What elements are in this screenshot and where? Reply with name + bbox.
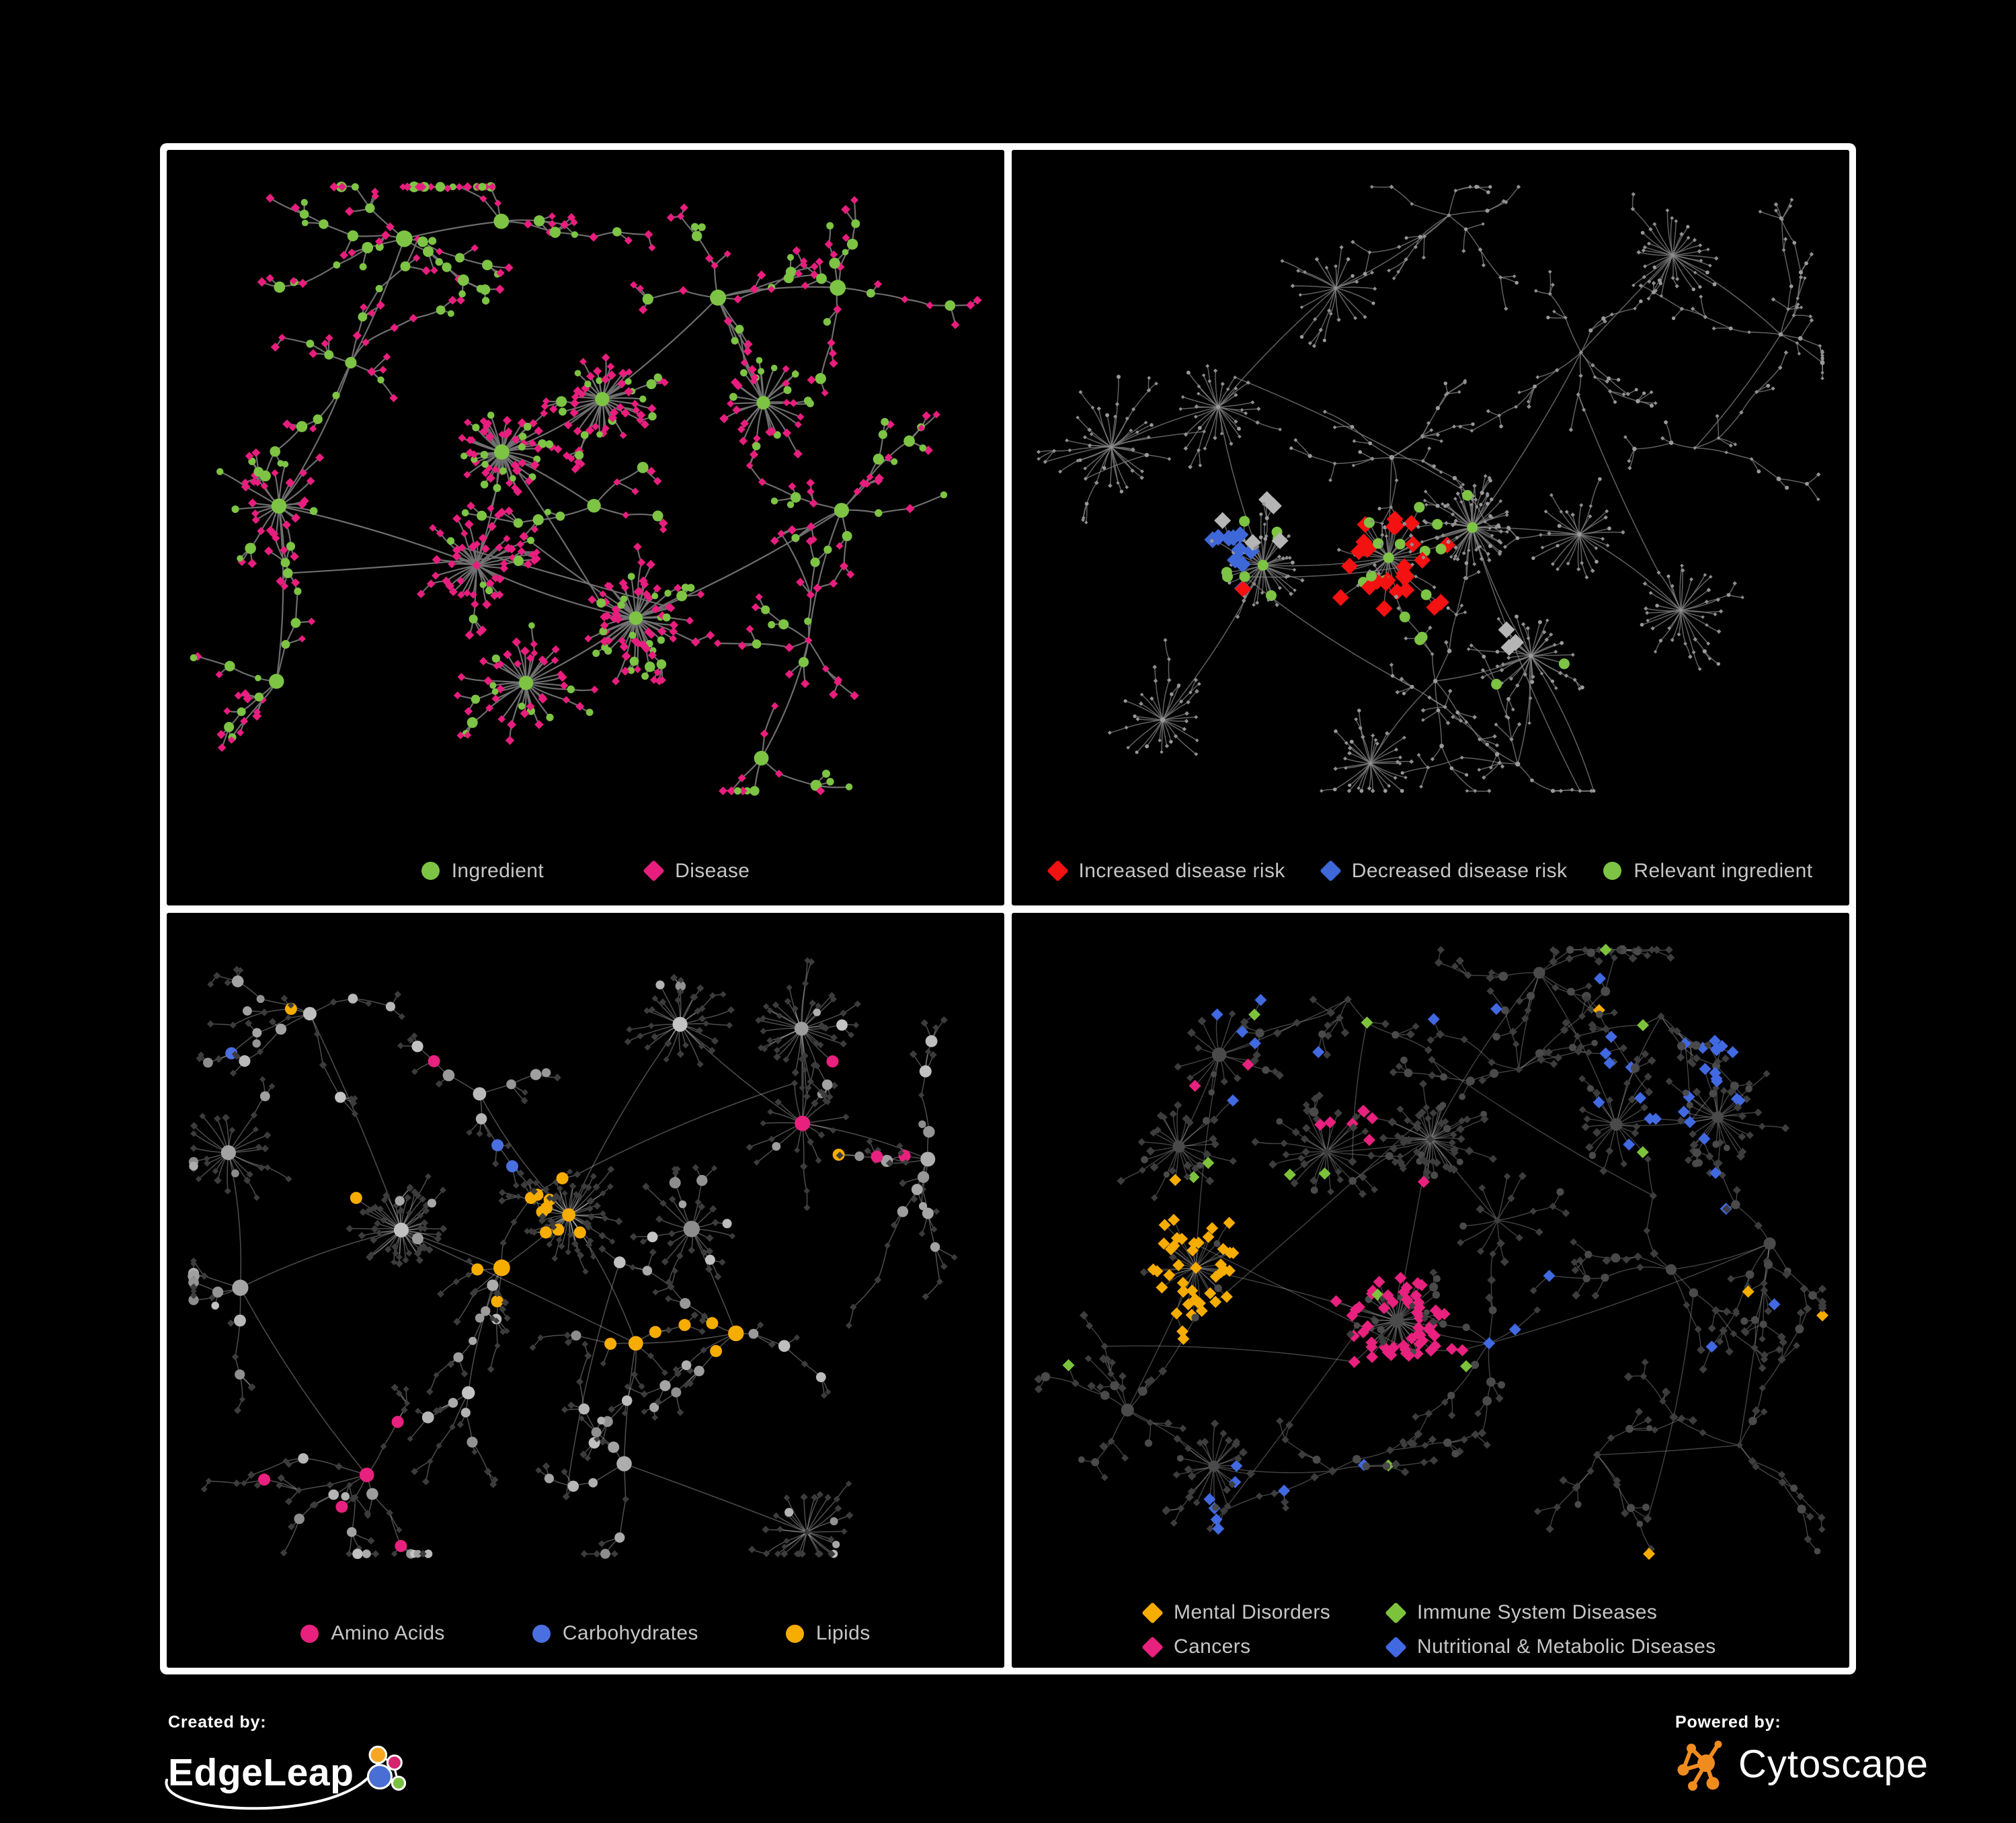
- increased-risk-swatch-icon: [1046, 860, 1069, 882]
- cytoscape-wordmark: Cytoscape: [1738, 1742, 1929, 1786]
- legend-item-carbohydrates: Carbohydrates: [532, 1622, 698, 1645]
- carbohydrates-swatch-icon: [532, 1624, 551, 1643]
- legend-label: Disease: [675, 859, 750, 882]
- edgeleap-wordmark: EdgeLeap: [168, 1751, 354, 1794]
- network-graph-disease-risk: [1036, 184, 1825, 793]
- legend-item-lipids: Lipids: [785, 1622, 871, 1645]
- network-graph-ingredient-disease: [190, 181, 982, 796]
- legend-nutrient-classes: Amino Acids Carbohydrates Lipids: [167, 1622, 1004, 1645]
- legend-item-ingredient: Ingredient: [421, 860, 544, 883]
- lipids-swatch-icon: [785, 1624, 804, 1643]
- edgeleap-brand-row: EdgeLeap: [168, 1735, 410, 1810]
- cancers-swatch-icon: [1141, 1635, 1164, 1658]
- legend-disease-categories: Mental Disorders Immune System Diseases …: [1141, 1601, 1716, 1658]
- panel-grid: Ingredient Disease Increased disease ris…: [160, 143, 1856, 1674]
- decreased-risk-swatch-icon: [1320, 860, 1342, 882]
- powered-by-label: Powered by:: [1675, 1713, 1781, 1732]
- legend-label: Relevant ingredient: [1634, 859, 1813, 882]
- network-graph-nutrient-classes: [188, 957, 958, 1559]
- legend-label: Nutritional & Metabolic Diseases: [1417, 1635, 1716, 1658]
- legend-item-cancers: Cancers: [1141, 1635, 1387, 1658]
- legend-label: Ingredient: [451, 859, 545, 882]
- created-by-label: Created by:: [168, 1713, 267, 1732]
- legend-label: Lipids: [815, 1622, 871, 1644]
- legend-label: Amino Acids: [331, 1622, 445, 1644]
- legend-item-disease: Disease: [643, 859, 750, 883]
- immune-system-diseases-swatch-icon: [1385, 1601, 1407, 1624]
- legend-disease-risk: Increased disease risk Decreased disease…: [1012, 860, 1849, 883]
- amino-acids-swatch-icon: [300, 1624, 319, 1643]
- powered-by-block: Powered by: Cytoscape: [1675, 1713, 1958, 1814]
- legend-label: Decreased disease risk: [1351, 859, 1568, 882]
- legend-item-amino-acids: Amino Acids: [300, 1622, 444, 1645]
- legend-item-immune-system-diseases: Immune System Diseases: [1385, 1601, 1716, 1624]
- panel-ingredient-disease: Ingredient Disease: [167, 150, 1004, 905]
- legend-label: Immune System Diseases: [1417, 1601, 1658, 1623]
- relevant-ingredient-swatch-icon: [1603, 862, 1622, 880]
- panel-disease-risk: Increased disease risk Decreased disease…: [1012, 150, 1849, 905]
- legend-label: Carbohydrates: [562, 1622, 698, 1644]
- ingredient-swatch-icon: [421, 862, 440, 880]
- created-by-block: Created by: EdgeLeap: [165, 1713, 410, 1814]
- cytoscape-brand-row: Cytoscape: [1675, 1735, 1958, 1793]
- mental-disorders-swatch-icon: [1141, 1601, 1164, 1624]
- legend-label: Mental Disorders: [1174, 1601, 1331, 1623]
- edgeleap-logo-icon: [367, 1745, 407, 1791]
- network-graph-disease-categories: [1034, 943, 1828, 1560]
- legend-item-increased-risk: Increased disease risk: [1046, 859, 1285, 883]
- legend-item-decreased-risk: Decreased disease risk: [1320, 859, 1568, 883]
- legend-item-relevant-ingredient: Relevant ingredient: [1603, 860, 1812, 883]
- panel-disease-categories: Mental Disorders Immune System Diseases …: [1012, 912, 1849, 1668]
- legend-item-mental-disorders: Mental Disorders: [1141, 1601, 1387, 1624]
- nutritional-metabolic-diseases-swatch-icon: [1385, 1635, 1407, 1658]
- panel-nutrient-classes: Amino Acids Carbohydrates Lipids: [167, 912, 1004, 1668]
- cytoscape-logo-icon: [1677, 1740, 1722, 1791]
- legend-ingredient-disease: Ingredient Disease: [167, 860, 1004, 883]
- legend-label: Cancers: [1174, 1635, 1251, 1658]
- disease-swatch-icon: [643, 860, 665, 882]
- legend-item-nutritional-metabolic-diseases: Nutritional & Metabolic Diseases: [1385, 1635, 1716, 1658]
- legend-label: Increased disease risk: [1078, 859, 1285, 882]
